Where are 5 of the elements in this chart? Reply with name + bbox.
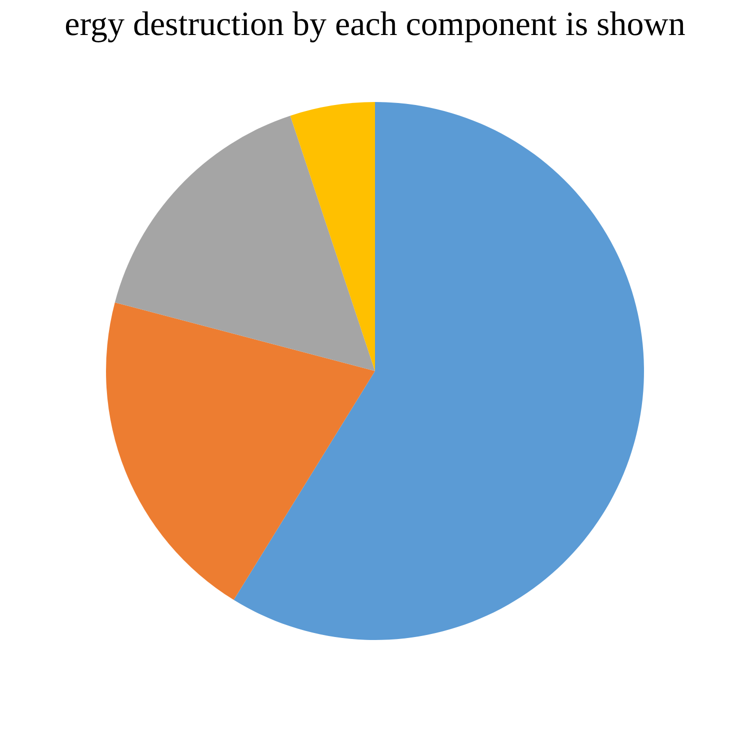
chart-title: ergy destruction by each component is shown <box>64 6 686 43</box>
pie-slice <box>106 302 375 600</box>
pie-slice <box>290 102 375 371</box>
pie-slice <box>234 102 644 640</box>
pie-slice <box>114 116 375 371</box>
